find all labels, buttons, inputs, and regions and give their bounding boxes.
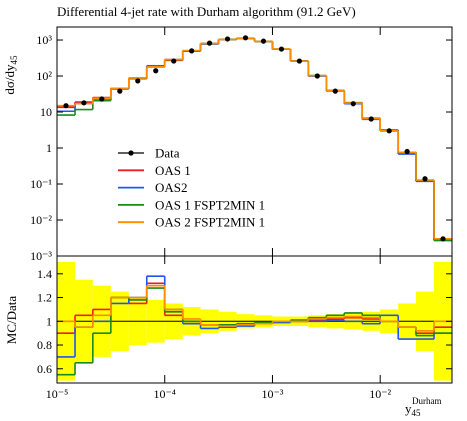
y-axis-label: MC/Data xyxy=(4,296,19,345)
legend-label: Data xyxy=(155,146,180,161)
data-point xyxy=(242,35,249,41)
data-point xyxy=(296,58,302,64)
data-point xyxy=(224,36,231,42)
y-tick-label: 10³ xyxy=(36,33,52,47)
data-point xyxy=(171,58,177,64)
data-point xyxy=(81,100,87,106)
y-axis-label-text: dσ/dy xyxy=(2,64,17,95)
ratio-frame xyxy=(56,255,453,384)
data-point xyxy=(206,40,213,46)
data-point xyxy=(99,96,105,102)
y-tick-label: 10⁻² xyxy=(30,213,52,227)
y-tick-label: 10⁻¹ xyxy=(30,177,52,191)
data-point xyxy=(368,116,374,122)
x-axis-label-symbol: y xyxy=(405,401,412,416)
y-tick-label: 10² xyxy=(36,69,52,83)
legend-marker xyxy=(128,150,134,156)
data-point xyxy=(422,176,428,182)
data-point xyxy=(332,88,338,94)
x-axis-label: y45 Durham xyxy=(405,396,442,418)
x-axis-label-superscript: Durham xyxy=(412,396,442,406)
legend-label: OAS 1 FSPT2MIN 1 xyxy=(155,197,265,212)
x-tick-label: 10⁻³ xyxy=(261,387,283,401)
data-point xyxy=(135,78,141,84)
legend-label: OAS 1 xyxy=(155,163,191,178)
y-tick-label: 1 xyxy=(46,314,52,328)
ratio-plot xyxy=(57,261,452,381)
data-point xyxy=(386,128,392,134)
y-tick-label: 10⁻³ xyxy=(30,249,52,263)
data-point xyxy=(314,73,320,79)
x-tick-label: 10⁻² xyxy=(369,387,391,401)
y-tick-label: 0.8 xyxy=(37,338,52,352)
y-axis-label-subscript: 45 xyxy=(9,55,19,65)
y-tick-label: 1.4 xyxy=(37,267,52,281)
legend-label: OAS 2 FSPT2MIN 1 xyxy=(155,215,265,230)
data-point xyxy=(350,101,356,107)
data-point xyxy=(404,148,410,155)
x-axis-label-subscript: 45 xyxy=(412,408,422,418)
data-point xyxy=(278,46,285,52)
y-axis-label: dσ/dy45 xyxy=(2,55,19,95)
chart-title: Differential 4-jet rate with Durham algo… xyxy=(57,4,356,19)
data-point xyxy=(440,236,446,242)
data-point xyxy=(117,88,123,94)
y-tick-label: 1 xyxy=(46,141,52,155)
y-tick-label: 0.6 xyxy=(37,362,52,376)
x-tick-label: 10⁻⁵ xyxy=(46,387,69,401)
data-point xyxy=(260,38,267,44)
legend-label: OAS2 xyxy=(155,180,188,195)
data-point xyxy=(189,48,195,54)
data-point xyxy=(63,103,69,109)
data-point xyxy=(153,68,159,74)
main-plot xyxy=(57,35,452,242)
x-tick-label: 10⁻⁴ xyxy=(153,387,176,401)
y-tick-label: 10 xyxy=(40,105,52,119)
y-tick-label: 1.2 xyxy=(37,291,52,305)
